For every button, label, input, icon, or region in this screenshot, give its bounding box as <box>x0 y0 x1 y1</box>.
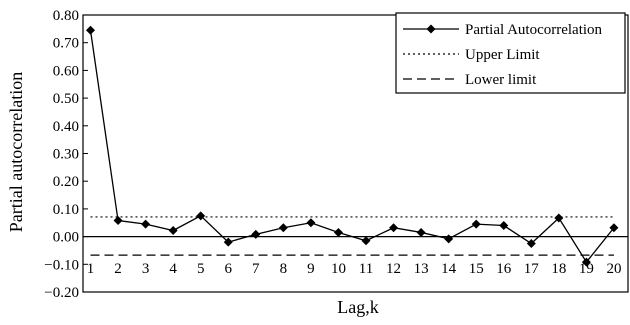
x-tick-label: 5 <box>197 261 205 277</box>
x-tick-label: 2 <box>114 261 122 277</box>
y-tick-label: 0.60 <box>53 63 79 79</box>
y-tick-label: 0.70 <box>53 36 79 52</box>
pacf-point <box>554 213 564 223</box>
x-tick-label: 11 <box>359 261 373 277</box>
y-tick-label: 0.20 <box>53 174 79 190</box>
legend-entry-label: Upper Limit <box>465 47 540 63</box>
x-tick-label: 15 <box>469 261 484 277</box>
x-tick-label: 1 <box>87 261 95 277</box>
y-tick-label: 0.10 <box>53 202 79 218</box>
x-tick-label: 13 <box>414 261 429 277</box>
y-tick-label: 0.40 <box>53 119 79 135</box>
x-tick-label: 8 <box>280 261 288 277</box>
pacf-point <box>86 25 95 35</box>
legend-box <box>395 12 626 94</box>
y-tick-label: 0.80 <box>53 8 79 24</box>
x-tick-label: 12 <box>386 261 401 277</box>
legend-entry-label: Lower limit <box>465 72 537 88</box>
pacf-point <box>141 219 151 229</box>
pacf-point <box>278 223 288 233</box>
y-tick-label: 0.00 <box>53 230 79 246</box>
pacf-point <box>389 223 399 233</box>
y-tick-label: 0.50 <box>53 91 79 107</box>
legend-swatch-marker <box>426 24 436 34</box>
pacf-point <box>609 223 619 233</box>
y-tick-label: −0.20 <box>44 285 79 301</box>
pacf-point <box>251 229 261 239</box>
x-tick-label: 9 <box>307 261 315 277</box>
pacf-point <box>471 219 481 229</box>
x-tick-label: 4 <box>169 261 177 277</box>
x-tick-label: 18 <box>551 261 566 277</box>
pacf-point <box>168 226 178 236</box>
pacf-series-line <box>89 30 615 264</box>
x-axis-label: Lag,k <box>337 297 378 317</box>
x-tick-label: 6 <box>225 261 233 277</box>
x-tick-label: 16 <box>496 261 512 277</box>
pacf-point <box>581 257 591 267</box>
pacf-point <box>526 239 536 249</box>
y-axis-label: Partial autocorrelation <box>6 72 26 232</box>
pacf-point <box>361 236 371 246</box>
pacf-point <box>113 216 123 226</box>
x-tick-label: 7 <box>252 261 260 277</box>
legend: Partial Autocorrelation Upper Limit Lower … <box>395 12 626 94</box>
x-tick-label: 20 <box>606 261 621 277</box>
pacf-point <box>306 218 316 228</box>
legend-entry-label: Partial Autocorrelation <box>465 22 603 38</box>
pacf-point <box>196 211 206 221</box>
pacf-point <box>223 237 233 247</box>
pacf-point <box>444 234 454 244</box>
x-tick-label: 14 <box>441 261 457 277</box>
y-tick-label: 0.30 <box>53 147 79 163</box>
x-tick-label: 17 <box>524 261 540 277</box>
x-tick-label: 19 <box>579 261 594 277</box>
x-tick-label: 3 <box>142 261 150 277</box>
x-tick-label: 10 <box>331 261 346 277</box>
pacf-point <box>333 227 343 237</box>
y-tick-label: −0.10 <box>44 257 79 273</box>
pacf-point <box>416 227 426 237</box>
pacf-point <box>499 221 509 231</box>
